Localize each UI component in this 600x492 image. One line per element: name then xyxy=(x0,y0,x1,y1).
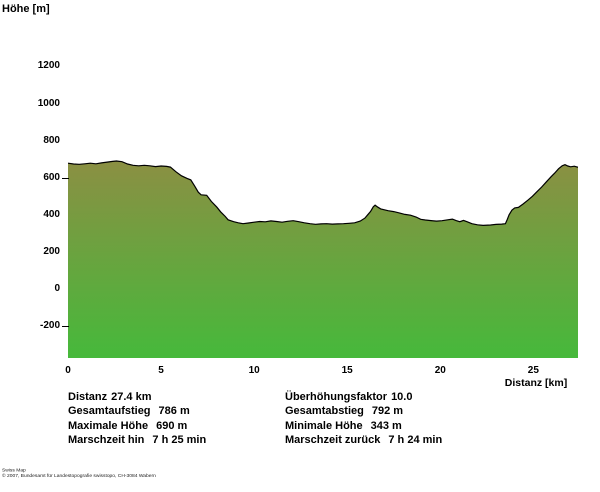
x-axis-label: 20 xyxy=(434,365,446,376)
y-axis-label: 600 xyxy=(43,171,60,183)
elevation-area-fill xyxy=(68,161,578,358)
stat-value: 7 h 25 min xyxy=(152,433,207,446)
copyright-line-swisstopo: © 2007, Bundesamt für Landestopografie s… xyxy=(2,473,156,479)
stat-value: 343 m xyxy=(370,419,402,432)
x-axis-label: 10 xyxy=(248,365,260,376)
stat-row-minimale-hoehe: Minimale Höhe 343 m xyxy=(285,419,442,433)
y-axis-tick xyxy=(62,177,69,179)
x-axis-label: 25 xyxy=(527,365,539,376)
y-axis-label: 200 xyxy=(43,245,60,257)
stat-label: Überhöhungsfaktor xyxy=(285,391,388,403)
stat-row-marschzeit-zurueck: Marschzeit zurück 7 h 24 min xyxy=(285,433,442,447)
y-axis-label: -200 xyxy=(39,320,60,332)
y-axis-label: 400 xyxy=(43,208,60,220)
chart-title: Höhe [m] xyxy=(2,3,50,15)
stat-row-gesamtaufstieg: Gesamtaufstieg 786 m xyxy=(68,404,206,418)
y-axis-tick xyxy=(62,326,69,328)
y-axis-label: 800 xyxy=(43,134,60,146)
elevation-profile-chart xyxy=(68,160,578,358)
copyright-line-product: Swiss Map xyxy=(2,468,26,473)
x-axis-title: Distanz [km] xyxy=(504,377,568,389)
stat-value: 792 m xyxy=(371,405,404,418)
stat-value: 786 m xyxy=(158,405,190,418)
stat-label: Minimale Höhe xyxy=(285,419,363,432)
stat-row-ueberhoehungsfaktor: Überhöhungsfaktor 10.0 xyxy=(285,390,442,404)
stat-row-maximale-hoehe: Maximale Höhe 690 m xyxy=(68,419,206,433)
copyright-notice: Swiss Map © 2007, Bundesamt für Landesto… xyxy=(2,468,156,479)
x-axis-label: 15 xyxy=(341,365,353,376)
stat-value: 7 h 24 min xyxy=(388,433,443,446)
stat-label: Gesamtabstieg xyxy=(285,405,364,418)
stat-row-gesamtabstieg: Gesamtabstieg 792 m xyxy=(285,404,442,418)
x-axis-label: 5 xyxy=(158,365,164,376)
y-axis-label: 1200 xyxy=(37,60,60,72)
y-axis-label: 1000 xyxy=(37,97,60,109)
stat-value: 10.0 xyxy=(391,391,413,403)
stat-row-distanz: Distanz 27.4 km xyxy=(68,390,206,404)
stat-value: 690 m xyxy=(156,419,188,432)
stat-label: Marschzeit hin xyxy=(68,433,145,446)
stats-right-column: Überhöhungsfaktor 10.0 Gesamtabstieg 792 m… xyxy=(285,390,442,447)
stat-label: Marschzeit zurück xyxy=(285,433,381,446)
stat-label: Gesamtaufstieg xyxy=(68,405,151,418)
x-axis-label: 0 xyxy=(65,365,71,376)
stat-label: Distanz xyxy=(68,391,108,403)
elevation-profile-line xyxy=(68,160,578,227)
stat-row-marschzeit-hin: Marschzeit hin 7 h 25 min xyxy=(68,433,206,447)
stat-value: 27.4 km xyxy=(111,391,152,403)
stats-left-column: Distanz 27.4 km Gesamtaufstieg 786 m Maxim… xyxy=(68,390,206,447)
stat-label: Maximale Höhe xyxy=(68,419,149,432)
y-axis-label: 0 xyxy=(54,283,60,294)
